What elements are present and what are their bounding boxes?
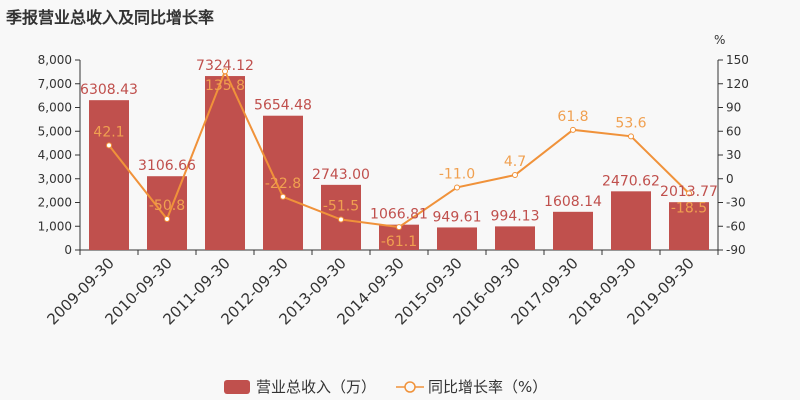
legend-line-swatch[interactable] (396, 380, 425, 394)
bar-data-label: 2470.62 (602, 173, 660, 189)
right-axis-unit: % (714, 33, 725, 47)
growth-data-label: -22.8 (265, 176, 301, 192)
growth-data-label: 4.7 (504, 154, 526, 170)
growth-data-label: 53.6 (615, 115, 646, 131)
bar (611, 191, 651, 250)
bar-data-label: 949.61 (433, 209, 482, 225)
chart-title: 季报营业总收入及同比增长率 (6, 8, 215, 27)
growth-point (686, 190, 692, 197)
right-tick-label: 30 (726, 148, 741, 162)
bar (147, 176, 187, 250)
right-tick-label: 120 (726, 77, 749, 91)
right-tick-label: -90 (726, 243, 746, 257)
bar-data-label: 1608.14 (544, 194, 602, 210)
right-tick-label: 0 (726, 172, 734, 186)
right-tick-label: -30 (726, 196, 746, 210)
bar-data-label: 2743.00 (312, 167, 370, 183)
growth-data-label: -61.1 (381, 234, 417, 250)
legend-bar-label[interactable]: 营业总收入（万） (256, 378, 377, 396)
growth-data-label: -11.0 (439, 166, 475, 182)
left-tick-label: 5,000 (38, 124, 72, 138)
bar-data-label: 6308.43 (80, 82, 138, 98)
growth-line (108, 68, 690, 229)
growth-point (164, 215, 170, 222)
bar (437, 227, 477, 250)
legend-bar-swatch[interactable] (224, 379, 250, 394)
growth-point (628, 133, 634, 140)
bar (553, 211, 593, 250)
growth-point (454, 184, 460, 191)
growth-point (222, 68, 228, 75)
left-tick-label: 7,000 (38, 77, 72, 91)
bar-data-label: 1066.81 (370, 207, 428, 223)
growth-data-label: 135.8 (205, 78, 245, 94)
right-tick-label: 90 (726, 101, 741, 115)
right-tick-label: -60 (726, 219, 746, 233)
bar-data-label: 2013.77 (660, 184, 718, 200)
bar (89, 100, 129, 250)
left-tick-label: 4,000 (38, 148, 72, 162)
left-tick-label: 2,000 (38, 196, 72, 210)
left-tick-label: 1,000 (38, 219, 72, 233)
right-tick-label: 150 (726, 53, 749, 67)
right-tick-label: 60 (726, 124, 741, 138)
bar-data-label: 5654.48 (254, 98, 312, 114)
growth-point (338, 216, 344, 223)
growth-point (280, 193, 286, 200)
left-tick-label: 0 (64, 243, 72, 257)
growth-point (512, 172, 518, 179)
bar (495, 226, 535, 250)
left-tick-label: 6,000 (38, 101, 72, 115)
legend-line-label[interactable]: 同比增长率（%） (428, 378, 548, 396)
left-tick-label: 3,000 (38, 172, 72, 186)
bar-data-label: 994.13 (491, 208, 540, 224)
legend: 营业总收入（万） 同比增长率（%） (224, 376, 547, 397)
growth-data-label: -51.5 (323, 199, 359, 215)
growth-data-label: 42.1 (93, 124, 124, 140)
growth-data-label: -18.5 (671, 200, 707, 216)
left-tick-label: 8,000 (38, 53, 72, 67)
bar-data-label: 3106.66 (138, 158, 196, 174)
growth-point (106, 142, 112, 149)
bar (263, 115, 303, 250)
growth-data-label: -50.8 (149, 198, 185, 214)
legend-line-icon (396, 380, 425, 393)
bar-data-label: 7324.12 (196, 58, 254, 74)
growth-data-label: 61.8 (557, 109, 588, 125)
bar (669, 202, 709, 250)
growth-point (570, 126, 576, 133)
growth-point (396, 224, 402, 231)
